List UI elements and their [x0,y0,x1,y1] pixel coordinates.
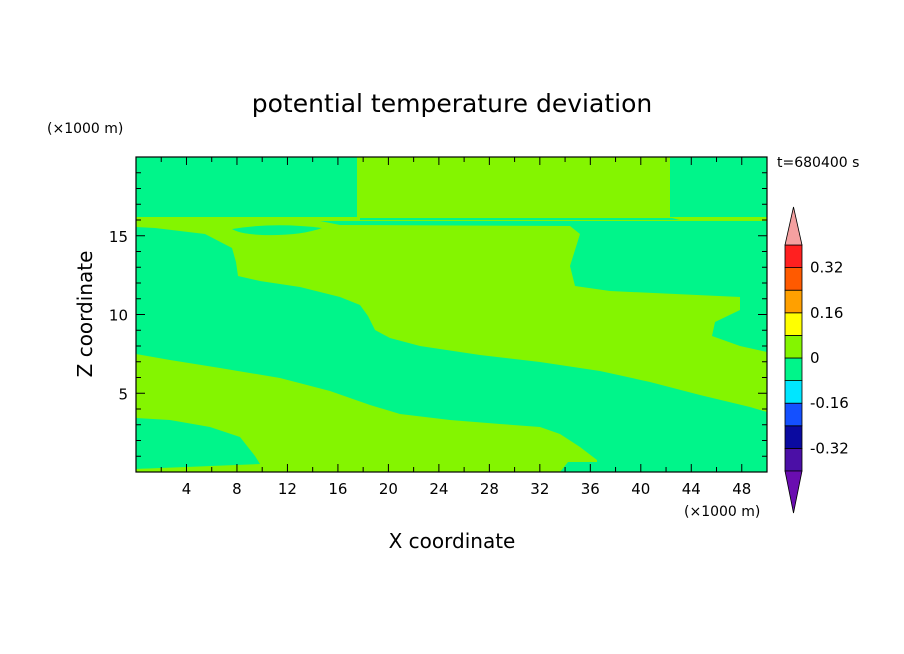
y-tick-label: 15 [109,228,128,246]
contour-bottom-negative [560,462,767,472]
colorbar-segment [784,334,803,359]
x-tick-label: 32 [530,480,549,498]
colorbar-under-arrow [784,470,803,514]
colorbar-segment [784,447,803,472]
x-tick-label: 28 [480,480,499,498]
chart-title: potential temperature deviation [252,89,652,118]
x-tick-label: 12 [278,480,297,498]
colorbar-segment [784,244,803,269]
y-tick-label: 10 [109,307,128,325]
x-tick-label: 24 [429,480,448,498]
y-tick-label: 5 [118,385,128,403]
x-tick-label: 16 [328,480,347,498]
colorbar-segment [784,289,803,314]
x-tick-label: 8 [232,480,242,498]
x-tick-label: 20 [379,480,398,498]
colorbar-over-arrow [784,206,803,246]
x-axis-label: X coordinate [389,529,516,553]
time-label: t=680400 s [777,155,859,171]
x-unit-label: (×1000 m) [684,504,760,520]
colorbar-tick-label: -0.32 [810,439,849,457]
colorbar-tick-label: 0.32 [810,259,843,277]
colorbar-segment [784,380,803,404]
colorbar-labels: 0.32 0.16 0 -0.16 -0.32 [810,259,849,458]
colorbar-tick-label: 0 [810,349,820,367]
axis-ticks [136,157,767,472]
y-unit-label: (×1000 m) [47,121,123,137]
x-tick-label: 44 [682,480,701,498]
contour-layer-dash [360,218,680,220]
contour-negative-lens [232,225,322,236]
x-tick-label: 4 [182,480,192,498]
contour-positive-sliver [136,466,250,472]
colorbar-segment [784,267,803,291]
x-tick-label: 36 [581,480,600,498]
y-axis-label: Z coordinate [73,251,97,378]
contour-fill [136,157,767,472]
x-tick-label: 48 [732,480,751,498]
colorbar-segment [784,425,803,449]
colorbar-tick-label: 0.16 [810,304,843,322]
contour-positive-band-upper [136,221,767,412]
contour-top-positive-region [357,157,670,218]
colorbar-tick-label: -0.16 [810,394,849,412]
colorbar-segment [784,357,803,382]
colorbar-segment [784,402,803,427]
x-tick-label: 40 [631,480,650,498]
contour-positive-band-lower [136,354,597,472]
colorbar [784,206,803,514]
colorbar-segment [784,312,803,336]
